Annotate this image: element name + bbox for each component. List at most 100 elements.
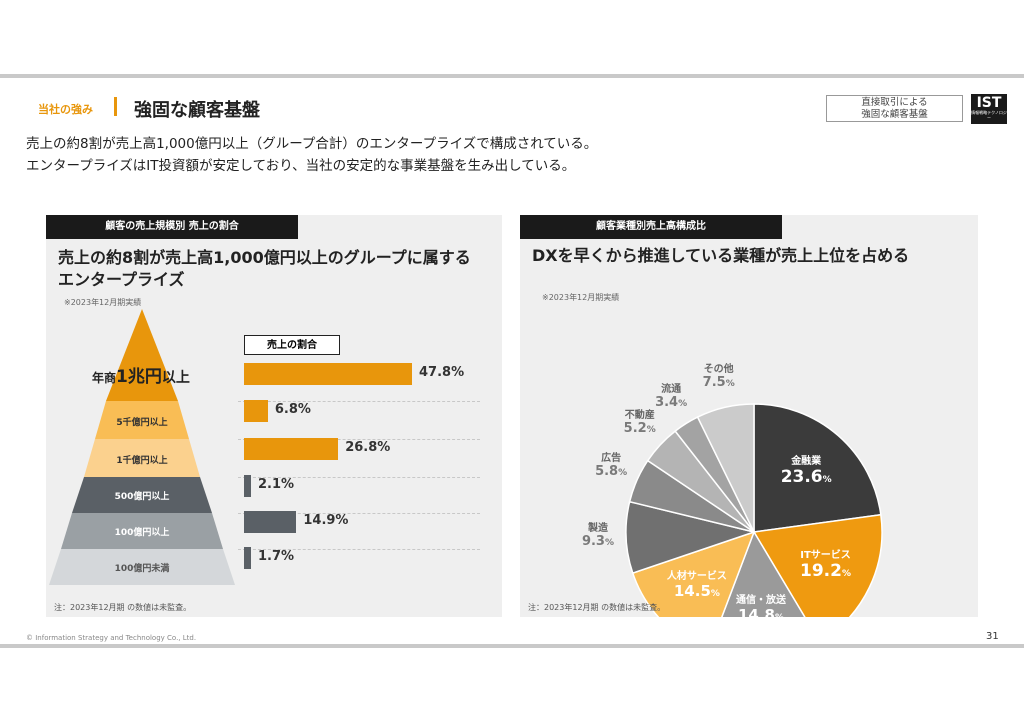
pie-value-unit: % — [618, 468, 628, 479]
bar — [244, 400, 268, 422]
pyramid-tier-5 — [61, 513, 223, 549]
pyramid-label-100oku: 100億円以上 — [114, 528, 170, 538]
bar-value-label: 1.7% — [258, 549, 295, 564]
bar — [244, 475, 251, 497]
row-separator — [238, 549, 480, 550]
pie-value-unit: % — [822, 475, 832, 486]
pyramid-tier-6 — [49, 549, 235, 585]
pyramid-graphic — [49, 309, 235, 585]
pie-slice — [752, 513, 883, 617]
page-number: 31 — [986, 631, 999, 642]
pyramid-tier-1 — [106, 309, 178, 401]
pyramid-top-big: 1兆円 — [116, 367, 162, 387]
bar — [244, 363, 412, 385]
copyright: © Information Strategy and Technology Co… — [26, 634, 197, 642]
page-title: 強固な顧客基盤 — [134, 100, 260, 121]
company-logo: IST 情報戦略テクノロジー — [971, 94, 1007, 124]
pie-value-label: 3.4% — [655, 394, 688, 410]
topic-badge: 直接取引による 強固な顧客基盤 — [826, 95, 963, 122]
pyramid-tier-2 — [95, 401, 189, 439]
pie-value-label: 7.5% — [702, 374, 735, 390]
row-separator — [238, 401, 480, 402]
panel-title-line2: エンタープライズ — [58, 270, 185, 289]
pie-category-label: 金融業 — [791, 456, 822, 468]
pie-category-label: その他 — [703, 363, 734, 375]
pie-category-label: ITサービス — [800, 550, 851, 562]
row-separator — [238, 439, 480, 440]
pie-label: ITサービス 19.2% — [776, 546, 876, 581]
bar-legend: 売上の割合 — [244, 335, 340, 355]
intro-line1: 売上の約8割が売上高1,000億円以上（グループ合計）のエンタープライズで構成さ… — [26, 136, 598, 152]
topic-badge-line2: 強固な顧客基盤 — [861, 109, 928, 120]
title-divider — [114, 97, 117, 116]
logo-mark: IST — [976, 95, 1002, 111]
pie-value-unit: % — [774, 613, 784, 624]
pie-slice — [721, 530, 806, 617]
bar-value-label: 14.9% — [303, 513, 349, 528]
pyramid-tier-4 — [72, 477, 212, 513]
pie-value-unit: % — [841, 569, 851, 580]
footnote: 注：2023年12月期 の数値は未監査。 — [54, 603, 192, 612]
row-separator — [238, 477, 480, 478]
data-note: ※2023年12月期実績 — [542, 293, 620, 302]
intro-text: 売上の約8割が売上高1,000億円以上（グループ合計）のエンタープライズで構成さ… — [26, 133, 597, 177]
pie-value-unit: % — [725, 378, 735, 389]
pie-label: 流通 3.4% — [621, 380, 721, 410]
pie-value-label: 5.8% — [595, 464, 628, 480]
pie-slice — [631, 530, 756, 617]
bar-value-label: 26.8% — [345, 440, 391, 455]
pyramid-top-prefix: 年商 — [92, 371, 117, 385]
slide: 当社の強み 強固な顧客基盤 直接取引による 強固な顧客基盤 IST 情報戦略テク… — [0, 74, 1024, 648]
data-note: ※2023年12月期実績 — [64, 298, 142, 307]
panel-title: 売上の約8割が売上高1,000億円以上のグループに属する エンタープライズ — [58, 247, 471, 291]
section-tag: 当社の強み — [38, 103, 93, 116]
pie-category-label: 製造 — [587, 522, 608, 534]
revenue-scale-panel: 顧客の売上規模別 売上の割合 売上の約8割が売上高1,000億円以上のグループに… — [46, 215, 502, 617]
pie-category-label: 広告 — [601, 453, 622, 465]
pie-label: 通信・放送 14.8% — [711, 591, 811, 624]
pyramid-label-5000oku: 5千億円以上 — [116, 418, 168, 428]
pyramid-label-500oku: 500億円以上 — [114, 492, 170, 502]
pie-value-label: 5.2% — [623, 420, 656, 436]
bar-value-label: 47.8% — [419, 365, 465, 380]
pie-label: 不動産 5.2% — [590, 406, 690, 436]
pie-label: 広告 5.8% — [561, 449, 661, 479]
intro-line2: エンタープライズはIT投資額が安定しており、当社の安定的な事業基盤を生み出してい… — [26, 158, 576, 174]
pie-value-unit: % — [678, 398, 688, 409]
panel-title-line1: 売上の約8割が売上高1,000億円以上のグループに属する — [58, 248, 471, 267]
pie-value-label: 19.2% — [800, 561, 851, 582]
pie-category-label: 流通 — [661, 383, 682, 395]
pie-value-unit: % — [646, 424, 656, 435]
pyramid-top-label: 年商1兆円以上 — [92, 362, 190, 387]
row-separator — [238, 513, 480, 514]
topic-badge-line1: 直接取引による — [861, 97, 928, 108]
bar — [244, 511, 297, 533]
pie-label: 人材サービス 14.5% — [647, 567, 747, 600]
pie-value-unit: % — [604, 537, 615, 548]
pie-label: 製造 9.3% — [548, 519, 648, 549]
pyramid-label-under100oku: 100億円未満 — [114, 564, 170, 574]
industry-panel: 顧客業種別売上高構成比 DXを早くから推進している業種が売上上位を占める ※20… — [520, 215, 978, 624]
logo-subtext: 情報戦略テクノロジー — [971, 110, 1007, 120]
pie-slice — [696, 403, 755, 533]
pie-value-label: 23.6% — [780, 467, 832, 488]
pie-category-label: 通信・放送 — [735, 595, 786, 607]
pie-value-label: 14.8% — [737, 606, 784, 625]
pyramid-tier-3 — [84, 439, 200, 477]
bar — [244, 438, 339, 460]
pie-category-label: 人材サービス — [666, 571, 727, 583]
pyramid-top-suffix: 以上 — [161, 370, 190, 386]
pie-value-label: 14.5% — [673, 582, 720, 601]
pie-label: 金融業 23.6% — [756, 452, 856, 487]
pie-slice — [753, 403, 882, 533]
panel-tag: 顧客業種別売上高構成比 — [520, 215, 782, 239]
pie-category-label: 不動産 — [624, 409, 655, 421]
panel-tag: 顧客の売上規模別 売上の割合 — [46, 215, 298, 239]
industry-pie-chart — [625, 403, 883, 617]
pyramid-label-1000oku: 1千億円以上 — [116, 456, 168, 466]
pie-value-label: 9.3% — [581, 533, 615, 549]
bar-value-label: 2.1% — [258, 477, 295, 492]
pie-label: その他 7.5% — [669, 360, 769, 390]
pie-value-unit: % — [710, 589, 720, 600]
bar — [244, 547, 251, 569]
